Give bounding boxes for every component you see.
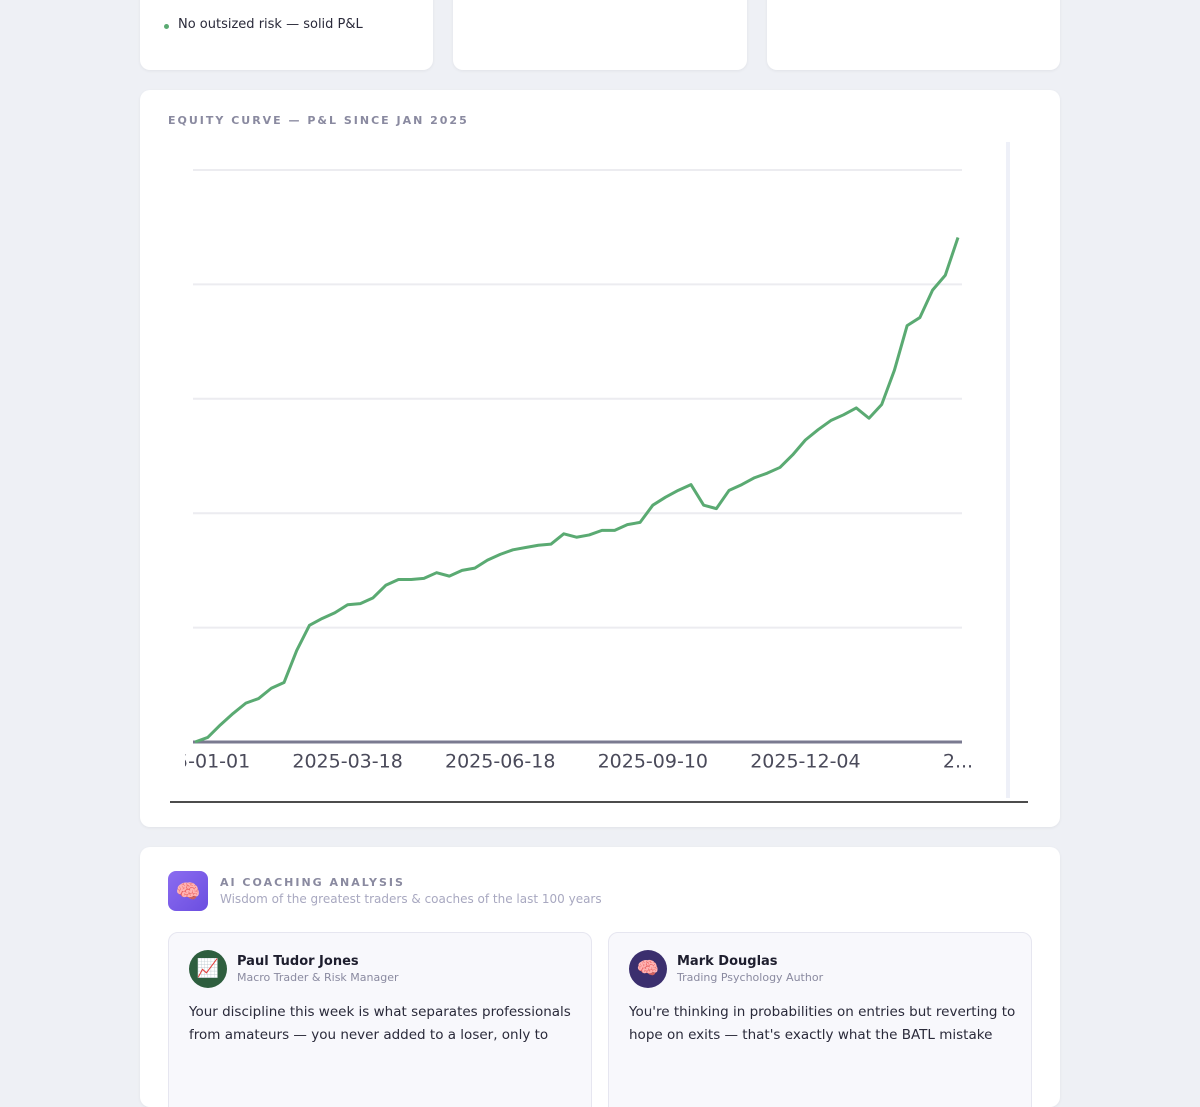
chart: 2025-01-01 2025-03-18 2025-06-18 2025-09-10… <box>140 142 1028 803</box>
coach-avatar: 🧠 <box>629 950 667 988</box>
coach-text: Your discipline this week is what separa… <box>189 1004 571 1043</box>
coach-name: Paul Tudor Jones <box>237 954 359 969</box>
bullet-text: No outsized risk — solid P&L <box>178 17 363 32</box>
summary-card <box>767 0 1060 70</box>
summary-card: No outsized risk — solid P&L <box>140 0 433 70</box>
bullet-dot <box>164 24 169 29</box>
coach-role: Macro Trader & Risk Manager <box>237 971 399 984</box>
chart-title: EQUITY CURVE — P&L SINCE JAN 2025 <box>168 114 469 127</box>
coach-avatar: 📈 <box>189 950 227 988</box>
coach-text: You're thinking in probabilities on entr… <box>629 1004 1016 1043</box>
coach-card: 🧠 Mark Douglas Trading Psychology Author… <box>608 932 1032 1107</box>
coaching-card: 🧠 AI COACHING ANALYSIS Wisdom of the gre… <box>140 847 1060 1107</box>
summary-card <box>453 0 747 70</box>
x-tick-label: 2025-09-10 <box>598 751 708 773</box>
x-tick-label: 2... <box>943 751 973 773</box>
coach-role: Trading Psychology Author <box>677 971 824 984</box>
x-tick-label: 2025-01-01 <box>140 751 250 773</box>
coaching-subtitle: Wisdom of the greatest traders & coaches… <box>220 892 602 906</box>
equity-line <box>194 237 960 744</box>
x-tick-label: 2025-12-04 <box>750 751 860 773</box>
coaching-title: AI COACHING ANALYSIS <box>220 876 405 889</box>
chart-card: EQUITY CURVE — P&L SINCE JAN 2025 2025-0… <box>140 90 1060 827</box>
coach-name: Mark Douglas <box>677 954 778 969</box>
coach-card: 📈 Paul Tudor Jones Macro Trader & Risk M… <box>168 932 592 1107</box>
coaching-icon: 🧠 <box>168 871 208 911</box>
page: No outsized risk — solid P&L EQUITY CURV… <box>140 0 1060 1107</box>
x-tick-label: 2025-03-18 <box>292 751 402 773</box>
x-tick-label: 2025-06-18 <box>445 751 555 773</box>
